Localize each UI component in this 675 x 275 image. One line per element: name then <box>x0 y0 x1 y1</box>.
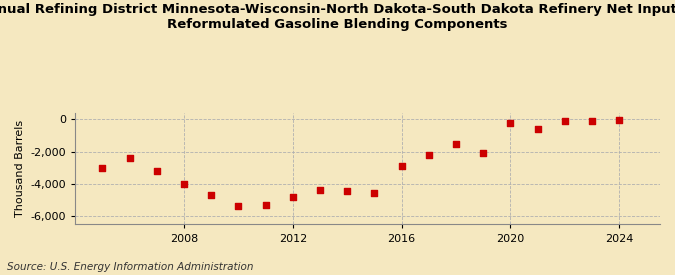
Point <box>151 169 162 173</box>
Point <box>532 127 543 131</box>
Point <box>260 203 271 207</box>
Point <box>288 195 298 199</box>
Point <box>97 166 108 170</box>
Point <box>315 188 325 192</box>
Point <box>423 153 434 157</box>
Y-axis label: Thousand Barrels: Thousand Barrels <box>15 120 25 217</box>
Point <box>233 204 244 208</box>
Point <box>451 142 462 146</box>
Point <box>179 182 190 186</box>
Point <box>505 120 516 125</box>
Text: Source: U.S. Energy Information Administration: Source: U.S. Energy Information Administ… <box>7 262 253 272</box>
Point <box>587 119 597 123</box>
Point <box>560 119 570 123</box>
Point <box>369 191 380 195</box>
Point <box>396 164 407 169</box>
Point <box>478 150 489 155</box>
Text: Annual Refining District Minnesota-Wisconsin-North Dakota-South Dakota Refinery : Annual Refining District Minnesota-Wisco… <box>0 3 675 31</box>
Point <box>206 193 217 198</box>
Point <box>342 188 352 193</box>
Point <box>124 156 135 160</box>
Point <box>614 118 624 122</box>
